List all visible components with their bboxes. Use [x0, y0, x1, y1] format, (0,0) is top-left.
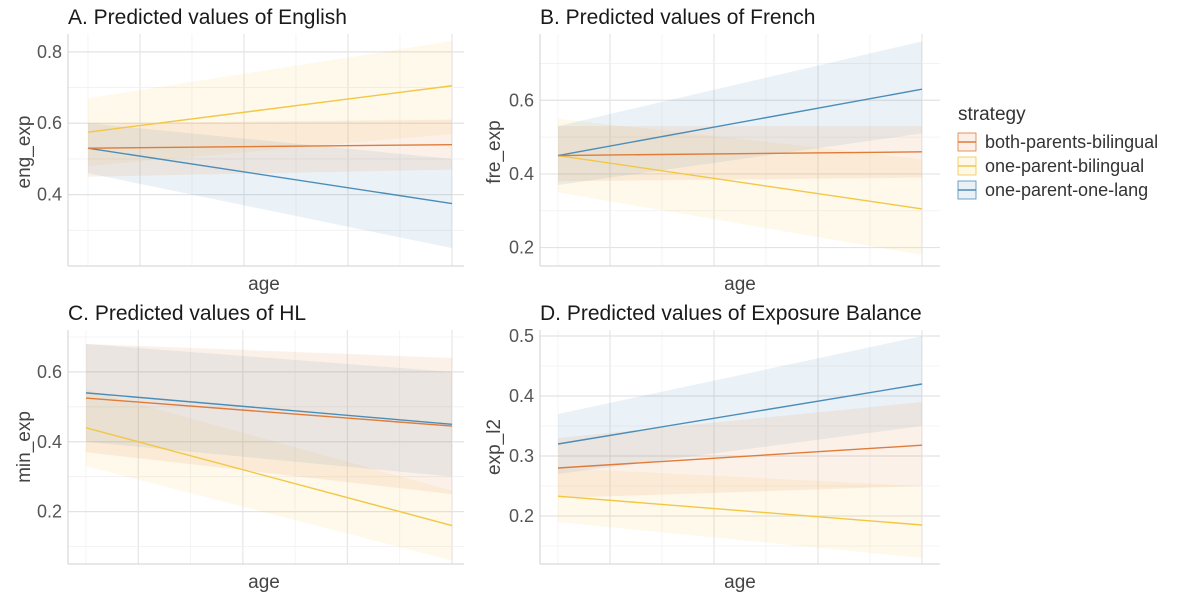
legend-title: strategy	[958, 104, 1026, 125]
panel-b-grid	[539, 34, 940, 267]
legend-label-one-parent-one-lang: one-parent-one-lang	[985, 180, 1148, 200]
legend-label-one-parent-bilingual: one-parent-bilingual	[985, 156, 1144, 176]
panel-c-xlabel: age	[248, 572, 280, 593]
ci-band-both-parents-bilingual	[558, 402, 922, 498]
series-line-one-parent-one-lang	[557, 383, 923, 445]
series-line-one-parent-bilingual	[85, 427, 453, 527]
ci-band-one-parent-bilingual	[88, 41, 452, 167]
panel-c: C. Predicted values of HL age min_exp 0.…	[14, 302, 464, 593]
series-line-both-parents-bilingual	[85, 397, 453, 427]
panel-d-grid	[539, 330, 940, 565]
panel-a-ylabel: eng_exp	[14, 116, 35, 189]
y-tick-label: 0.4	[37, 185, 62, 205]
panel-c-ylabel: min_exp	[14, 411, 35, 483]
ci-band-one-parent-one-lang	[86, 343, 452, 477]
panel-d: D. Predicted values of Exposure Balance …	[484, 302, 940, 593]
legend: strategy both-parents-bilingual one-paren…	[957, 104, 1158, 200]
panel-b-title: B. Predicted values of French	[540, 6, 815, 29]
y-tick-label: 0.2	[509, 238, 534, 258]
y-tick-label: 0.8	[37, 42, 62, 62]
y-tick-label: 0.5	[509, 326, 534, 346]
y-tick-label: 0.2	[509, 506, 534, 526]
series-line-both-parents-bilingual	[557, 151, 923, 157]
panel-a-grid	[67, 34, 464, 267]
ci-band-one-parent-one-lang	[558, 336, 922, 474]
y-tick-label: 0.6	[509, 90, 534, 110]
panel-a: A. Predicted values of English age eng_e…	[14, 6, 464, 295]
legend-label-both-parents-bilingual: both-parents-bilingual	[985, 132, 1158, 152]
series-line-both-parents-bilingual	[87, 143, 453, 149]
series-line-one-parent-one-lang	[87, 147, 453, 205]
panel-b: B. Predicted values of French age fre_ex…	[484, 6, 940, 295]
y-tick-label: 0.6	[37, 362, 62, 382]
ci-band-one-parent-one-lang	[88, 123, 452, 249]
panel-a-title: A. Predicted values of English	[68, 6, 347, 29]
y-tick-label: 0.4	[509, 386, 534, 406]
y-tick-label: 0.3	[509, 446, 534, 466]
panel-b-xlabel: age	[724, 274, 756, 295]
series-line-one-parent-bilingual	[557, 495, 923, 526]
y-tick-label: 0.6	[37, 113, 62, 133]
panel-c-title: C. Predicted values of HL	[68, 302, 306, 325]
series-line-one-parent-one-lang	[557, 88, 923, 157]
series-line-one-parent-one-lang	[85, 392, 453, 425]
panel-a-xlabel: age	[248, 274, 280, 295]
ci-band-both-parents-bilingual	[86, 343, 452, 495]
panel-d-title: D. Predicted values of Exposure Balance	[540, 302, 922, 325]
panel-b-ylabel: fre_exp	[484, 120, 505, 183]
y-tick-label: 0.4	[509, 164, 534, 184]
ci-band-one-parent-bilingual	[86, 389, 452, 561]
series-line-one-parent-bilingual	[557, 154, 923, 210]
ci-band-one-parent-one-lang	[558, 41, 922, 185]
panel-d-ylabel: exp_l2	[484, 419, 505, 475]
series-line-both-parents-bilingual	[557, 444, 923, 469]
y-tick-label: 0.2	[37, 502, 62, 522]
series-line-one-parent-bilingual	[87, 85, 453, 133]
y-tick-label: 0.4	[37, 432, 62, 452]
ci-band-one-parent-bilingual	[558, 468, 922, 558]
panel-d-xlabel: age	[724, 572, 756, 593]
